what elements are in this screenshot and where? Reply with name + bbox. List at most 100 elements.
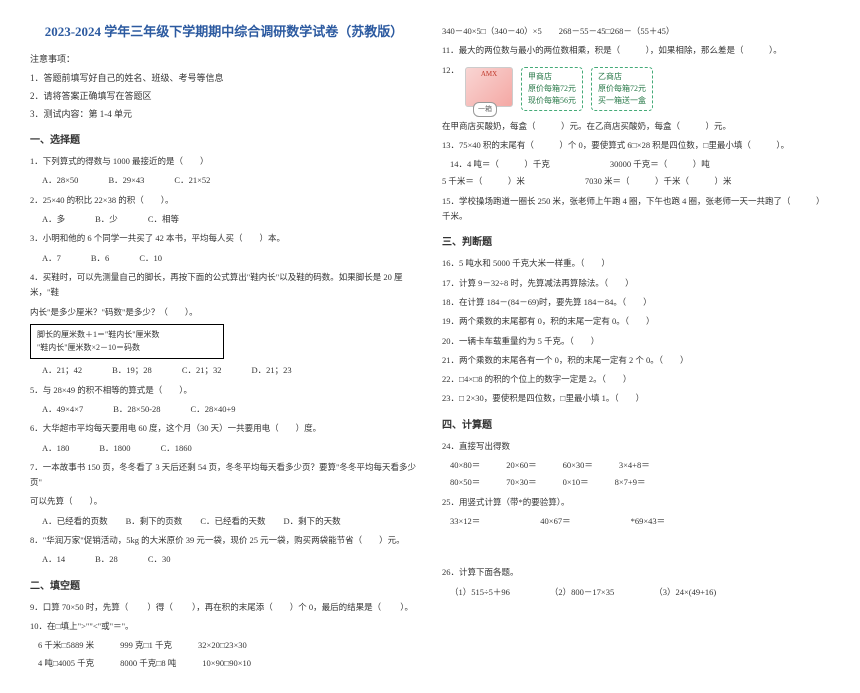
q24-r1d: 3×4+8＝ [619, 458, 650, 473]
q15: 15．学校操场跑道一圈长 250 米，张老师上午跑 4 圈，下午也跑 4 圈，张… [442, 194, 830, 225]
store-jia-now: 现价每箱56元 [528, 95, 576, 107]
q8-stem: 8．"华润万家"促销活动，5kg 的大米原价 39 元一袋，现价 25 元一袋，… [30, 533, 418, 548]
q13: 13．75×40 积的末尾有（ ）个 0，要使算式 6□×28 积是四位数，□里… [442, 138, 830, 153]
q3-opt-a: A．7 [42, 251, 61, 266]
q9: 9．口算 70×50 时，先算（ ）得（ ），再在积的末尾添（ ）个 0，最后的… [30, 600, 418, 615]
q14-row2: 5 千米＝（ ）米 7030 米＝（ ）千米（ ）米 [442, 174, 830, 189]
store-jia: 甲商店 原价每箱72元 现价每箱56元 [521, 67, 583, 111]
q10-row2: 4 吨□4005 千克 8000 千克□8 吨 10×90□90×10 [38, 656, 418, 671]
q20: 20．一辆卡车载重量约为 5 千克。（ ） [442, 334, 830, 349]
q26-c: （3）24×(49+16) [654, 585, 716, 600]
q4-opt-c: C．21；32 [182, 363, 222, 378]
q2-opt-c: C．相等 [148, 212, 179, 227]
q24-r2c: 0×10＝ [563, 475, 589, 490]
q24-r1a: 40×80＝ [450, 458, 480, 473]
q14-a: 14．4 吨＝（ ）千克 [450, 157, 550, 172]
store-yi-now: 买一箱送一盒 [598, 95, 646, 107]
q25-a: 33×12＝ [450, 514, 480, 529]
q4-stem-a: 4．买鞋时，可以先测量自己的脚长，再按下面的公式算出"鞋内长"以及鞋的码数。如果… [30, 270, 418, 301]
q5-options: A．49×4×7 B．28×50-28 C．28×40+9 [42, 402, 418, 417]
q6-opt-a: A．180 [42, 441, 69, 456]
q10-r1b: 999 克□1 千克 [120, 638, 172, 653]
q24-r1c: 60×30＝ [563, 458, 593, 473]
q14-row1: 14．4 吨＝（ ）千克 30000 千克＝（ ）吨 [450, 157, 830, 172]
exam-title: 2023-2024 学年三年级下学期期中综合调研数学试卷（苏教版） [30, 20, 418, 43]
q8-opt-b: B．28 [95, 552, 118, 567]
q1-stem: 1．下列算式的得数与 1000 最接近的是（ ） [30, 154, 418, 169]
q3-opt-b: B．6 [91, 251, 109, 266]
notice-1: 1．答题前填写好自己的姓名、班级、考号等信息 [30, 70, 418, 86]
q10-r1c: 32×20□23×30 [198, 638, 247, 653]
q5-opt-a: A．49×4×7 [42, 402, 83, 417]
q16: 16．5 吨水和 5000 千克大米一样重。（ ） [442, 256, 830, 271]
q3-stem: 3．小明和他的 6 个同学一共买了 42 本书，平均每人买（ ）本。 [30, 231, 418, 246]
q4-stem-b: 内长"是多少厘米？"码数"是多少？（ ）。 [30, 305, 418, 320]
q10-r2c: 10×90□90×10 [202, 656, 251, 671]
q12-num: 12． [442, 63, 459, 78]
store-yi: 乙商店 原价每箱72元 买一箱送一盒 [591, 67, 653, 111]
q22: 22．□4×□8 的积的个位上的数字一定是 2。（ ） [442, 372, 830, 387]
q1-opt-a: A．28×50 [42, 173, 78, 188]
q7-options: A．已经看的页数 B．剩下的页数 C．已经看的天数 D．剩下的天数 [42, 514, 418, 529]
notice-3: 3．测试内容：第 1-4 单元 [30, 106, 418, 122]
product-unit-label: 一箱 [473, 102, 497, 117]
q14-c: 5 千米＝（ ）米 [442, 174, 525, 189]
q7-opt-c: C．已经看的天数 [200, 514, 265, 529]
section-2-head: 二、填空题 [30, 578, 418, 596]
q3-opt-c: C．10 [139, 251, 162, 266]
store-yi-name: 乙商店 [598, 71, 646, 83]
q24-r2a: 80×50＝ [450, 475, 480, 490]
q12-promo: AMX 一箱 甲商店 原价每箱72元 现价每箱56元 乙商店 原价每箱72元 买… [465, 67, 659, 111]
q25-stem: 25．用竖式计算（带*的要验算）。 [442, 495, 830, 510]
store-jia-name: 甲商店 [528, 71, 576, 83]
q19: 19．两个乘数的末尾都有 0，积的末尾一定有 0。（ ） [442, 314, 830, 329]
q2-opt-a: A．多 [42, 212, 65, 227]
q10-r1a: 6 千米□5889 米 [38, 638, 94, 653]
q11: 11．最大的两位数与最小的两位数相乘，积是（ ），如果相除，那么差是（ ）。 [442, 43, 830, 58]
q26-row: （1）515÷5＋96 （2）800－17×35 （3）24×(49+16) [450, 585, 830, 600]
q12-line: 在甲商店买酸奶，每盒（ ）元。在乙商店买酸奶，每盒（ ）元。 [442, 119, 830, 134]
q7-stem-b: 可以先算（ ）。 [30, 494, 418, 509]
q24-row1: 40×80＝ 20×60＝ 60×30＝ 3×4+8＝ [450, 458, 830, 473]
q26-stem: 26．计算下面各题。 [442, 565, 830, 580]
q10-r2b: 8000 千克□8 吨 [120, 656, 176, 671]
q4-opt-d: D．21；23 [251, 363, 291, 378]
q10-continued: 340－40×5□（340－40）×5 268－55－45□268－（55＋45… [442, 24, 830, 39]
q4-opt-a: A．21；42 [42, 363, 82, 378]
notice-label: 注意事项： [30, 51, 418, 67]
q10-row1: 6 千米□5889 米 999 克□1 千克 32×20□23×30 [38, 638, 418, 653]
q25-b: 40×67＝ [540, 514, 570, 529]
q14-d: 7030 米＝（ ）千米（ ）米 [585, 174, 732, 189]
q8-options: A．14 B．28 C．30 [42, 552, 418, 567]
store-yi-old: 原价每箱72元 [598, 83, 646, 95]
q5-opt-b: B．28×50-28 [113, 402, 160, 417]
q8-opt-c: C．30 [148, 552, 171, 567]
q8-opt-a: A．14 [42, 552, 65, 567]
q24-r2b: 70×30＝ [506, 475, 536, 490]
q2-stem: 2．25×40 的积比 22×38 的积（ ）。 [30, 193, 418, 208]
notice-2: 2．请将答案正确填写在答题区 [30, 88, 418, 104]
section-3-head: 三、判断题 [442, 234, 830, 252]
q1-opt-c: C．21×52 [174, 173, 210, 188]
q7-stem-a: 7．一本故事书 150 页，冬冬看了 3 天后还剩 54 页，冬冬平均每天看多少… [30, 460, 418, 491]
q6-opt-c: C．1860 [161, 441, 192, 456]
q23: 23．□ 2×30，要使积是四位数，□里最小填 1。（ ） [442, 391, 830, 406]
q10-r2a: 4 吨□4005 千克 [38, 656, 94, 671]
q4-formula-2: "鞋内长"厘米数×2－10＝码数 [37, 342, 217, 355]
q5-stem: 5．与 28×49 的积不相等的算式是（ ）。 [30, 383, 418, 398]
q17: 17．计算 9－32÷8 时，先算减法再算除法。（ ） [442, 276, 830, 291]
q25-row: 33×12＝ 40×67＝ *69×43＝ [450, 514, 830, 529]
q6-opt-b: B．1800 [99, 441, 130, 456]
q1-options: A．28×50 B．29×43 C．21×52 [42, 173, 418, 188]
q3-options: A．7 B．6 C．10 [42, 251, 418, 266]
q12: 12． AMX 一箱 甲商店 原价每箱72元 现价每箱56元 乙商店 原价每箱7… [442, 63, 830, 115]
q25-c: *69×43＝ [631, 514, 666, 529]
q1-opt-b: B．29×43 [108, 173, 144, 188]
section-1-head: 一、选择题 [30, 132, 418, 150]
q2-opt-b: B．少 [95, 212, 118, 227]
q4-formula-1: 脚长的厘米数＋1＝"鞋内长"厘米数 [37, 329, 217, 342]
q7-opt-d: D．剩下的天数 [283, 514, 340, 529]
product-image: AMX [465, 67, 513, 107]
q24-row2: 80×50＝ 70×30＝ 0×10＝ 8×7+9＝ [450, 475, 830, 490]
q2-options: A．多 B．少 C．相等 [42, 212, 418, 227]
